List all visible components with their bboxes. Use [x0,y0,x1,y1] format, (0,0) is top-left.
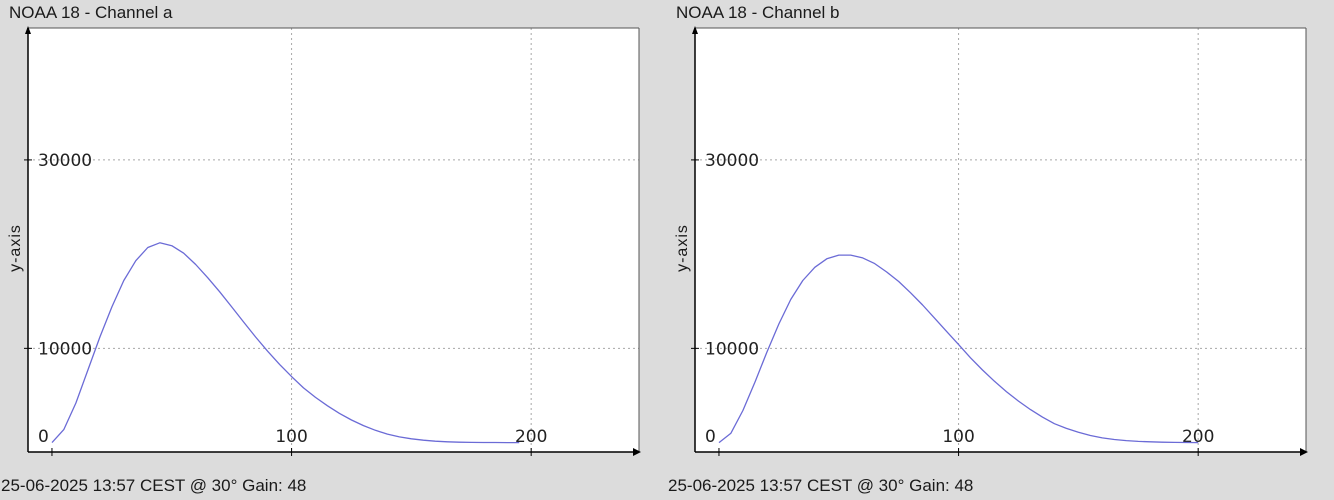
y-axis-label: y-axis [674,224,691,272]
plot-background [28,28,639,452]
chart-panel-a: NOAA 18 - Channel a 0 100 200 10000 30000 y-… [0,0,660,500]
y-tick-label: 10000 [38,339,92,359]
x-tick-label: 200 [515,427,547,447]
x-tick-label: 100 [942,427,974,447]
chart-title: NOAA 18 - Channel b [676,3,840,22]
x-tick-label: 0 [38,427,49,447]
y-tick-label: 10000 [705,339,759,359]
chart-title: NOAA 18 - Channel a [9,3,173,22]
series-line [718,254,1199,444]
x-tick-label: 200 [1182,427,1214,447]
y-axis-arrow [692,26,698,34]
chart-footer: 25-06-2025 13:57 CEST @ 30° Gain: 48 [1,476,307,495]
x-axis-arrow [1300,448,1308,456]
plot-area: 0 100 200 10000 30000 [691,26,1308,456]
plot-background [695,28,1306,452]
x-tick-label: 0 [705,427,716,447]
x-axis-arrow [633,448,641,456]
y-tick-label: 30000 [705,151,759,171]
series-line [51,242,520,444]
y-axis-arrow [25,26,31,34]
chart-panel-b: NOAA 18 - Channel b 0 100 200 10000 30000 y-… [667,0,1327,500]
y-axis-label: y-axis [7,224,24,272]
plot-area: 0 100 200 10000 30000 [24,26,641,456]
y-tick-label: 30000 [38,151,92,171]
x-tick-label: 100 [275,427,307,447]
chart-footer: 25-06-2025 13:57 CEST @ 30° Gain: 48 [668,476,974,495]
